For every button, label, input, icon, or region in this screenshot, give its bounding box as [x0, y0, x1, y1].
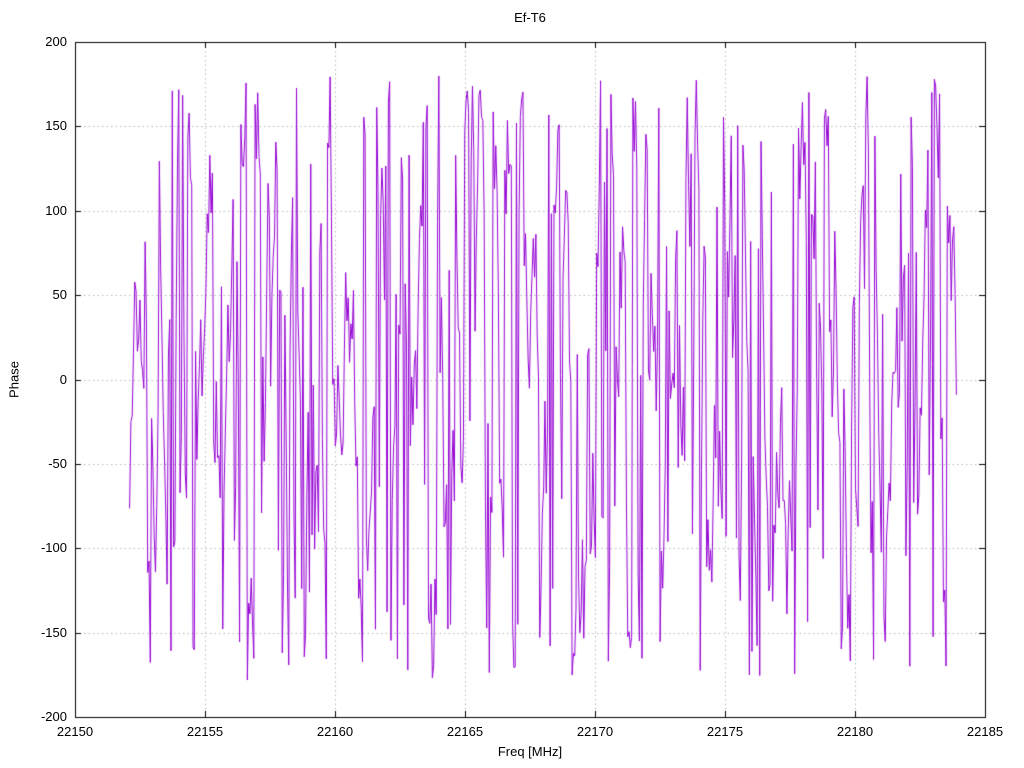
y-tick-label: -200	[40, 709, 67, 724]
y-tick-label: -150	[40, 624, 67, 640]
y-tick-label: 0	[59, 371, 67, 387]
y-tick-label: 50	[52, 287, 67, 303]
x-tick-label: 22150	[56, 724, 94, 739]
x-tick-label: 22175	[706, 724, 744, 739]
x-tick-label: 22170	[576, 724, 614, 739]
y-tick-label: -100	[40, 540, 67, 556]
y-tick-label: 100	[45, 202, 67, 218]
chart-title: Ef-T6	[514, 10, 546, 25]
x-tick-label: 22180	[836, 724, 874, 739]
x-tick-label: 22185	[966, 724, 1004, 739]
y-axis-label: Phase	[6, 361, 22, 398]
y-tick-label: -50	[48, 455, 67, 471]
x-tick-label: 22160	[316, 724, 354, 739]
x-axis-label: Freq [MHz]	[497, 744, 563, 759]
y-tick-label: 150	[45, 118, 67, 134]
x-tick-label: 22155	[186, 724, 224, 739]
y-tick-label: 200	[45, 34, 67, 49]
x-tick-label: 22165	[446, 724, 484, 739]
